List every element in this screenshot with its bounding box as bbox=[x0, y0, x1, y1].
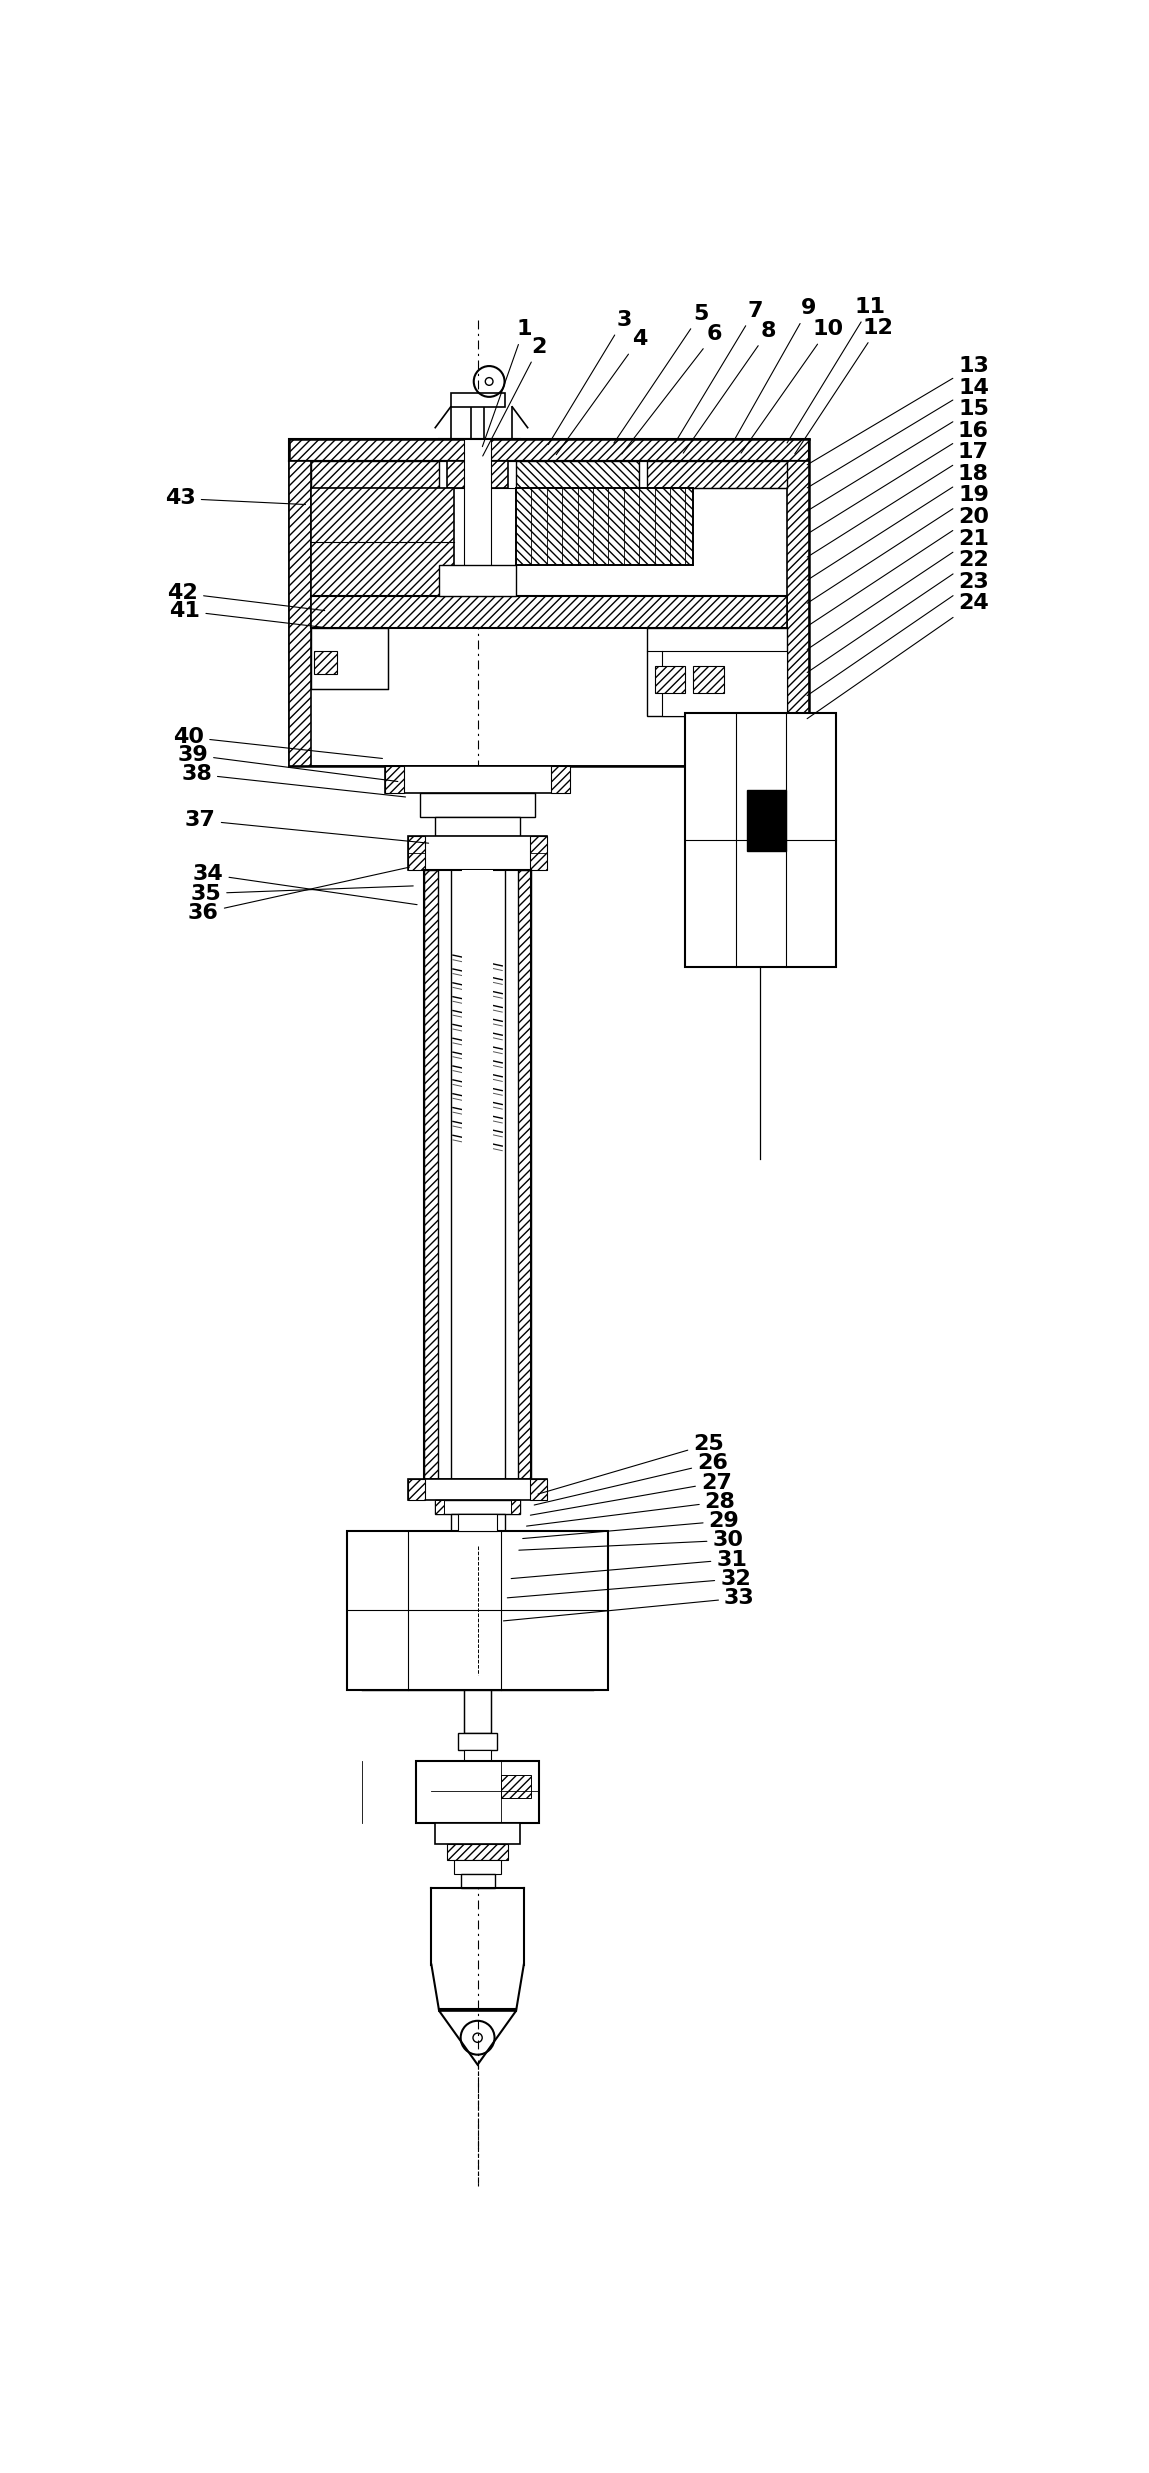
Bar bbox=[516, 487, 693, 564]
Bar bbox=[787, 460, 809, 767]
Bar bbox=[464, 1751, 492, 1761]
Text: 2: 2 bbox=[483, 336, 547, 455]
Bar bbox=[458, 1734, 496, 1751]
Text: 28: 28 bbox=[526, 1491, 735, 1526]
Bar bbox=[435, 1501, 520, 1513]
Text: 29: 29 bbox=[523, 1511, 739, 1538]
Text: 30: 30 bbox=[519, 1531, 743, 1551]
Text: 39: 39 bbox=[177, 744, 398, 781]
Bar bbox=[385, 767, 404, 794]
Bar bbox=[435, 1501, 445, 1513]
Bar bbox=[747, 789, 786, 851]
Text: 34: 34 bbox=[193, 863, 417, 905]
Bar bbox=[385, 767, 570, 794]
Text: 32: 32 bbox=[508, 1568, 751, 1598]
Bar bbox=[347, 1531, 609, 1692]
Text: 1: 1 bbox=[483, 319, 532, 448]
Text: 13: 13 bbox=[808, 356, 989, 465]
Text: 26: 26 bbox=[534, 1454, 728, 1506]
Text: 42: 42 bbox=[168, 584, 325, 611]
Bar bbox=[439, 564, 516, 596]
Bar bbox=[647, 460, 787, 487]
Bar bbox=[416, 1761, 539, 1823]
Text: 10: 10 bbox=[741, 319, 843, 453]
Text: 20: 20 bbox=[807, 507, 989, 626]
Bar bbox=[288, 440, 809, 460]
Bar bbox=[447, 460, 508, 487]
Bar bbox=[408, 1479, 547, 1501]
Bar bbox=[408, 1479, 425, 1501]
Bar bbox=[655, 665, 686, 692]
Bar bbox=[447, 1845, 508, 1860]
Text: 38: 38 bbox=[182, 764, 406, 796]
Bar bbox=[518, 870, 532, 1479]
Text: 23: 23 bbox=[807, 571, 989, 695]
Text: 17: 17 bbox=[808, 443, 989, 556]
Text: 36: 36 bbox=[188, 868, 409, 922]
Text: 5: 5 bbox=[614, 304, 709, 443]
Bar bbox=[310, 596, 787, 628]
Bar bbox=[435, 1823, 520, 1845]
Bar bbox=[310, 487, 455, 596]
Bar bbox=[408, 836, 547, 870]
Bar bbox=[462, 870, 493, 1479]
Text: 40: 40 bbox=[173, 727, 383, 759]
Bar bbox=[464, 440, 492, 594]
Text: 14: 14 bbox=[808, 378, 989, 487]
Text: 8: 8 bbox=[684, 321, 777, 453]
Bar bbox=[501, 1776, 532, 1798]
Bar bbox=[458, 1513, 496, 1531]
Bar bbox=[550, 767, 570, 794]
Bar bbox=[647, 628, 787, 717]
Bar bbox=[455, 1860, 501, 1875]
Text: 7: 7 bbox=[676, 302, 763, 443]
Bar bbox=[464, 1692, 492, 1734]
Bar bbox=[315, 650, 338, 675]
Bar bbox=[450, 393, 504, 408]
Bar bbox=[408, 836, 425, 870]
Text: 16: 16 bbox=[808, 420, 989, 534]
Text: 19: 19 bbox=[808, 485, 989, 603]
Bar bbox=[310, 460, 439, 487]
Bar bbox=[310, 628, 387, 690]
Text: 15: 15 bbox=[808, 398, 989, 512]
Text: 25: 25 bbox=[538, 1434, 724, 1494]
Text: 41: 41 bbox=[170, 601, 325, 628]
Text: 11: 11 bbox=[787, 297, 886, 443]
Text: 9: 9 bbox=[733, 299, 817, 443]
Text: 27: 27 bbox=[531, 1471, 732, 1516]
Text: 21: 21 bbox=[807, 529, 989, 650]
Bar bbox=[438, 1494, 518, 1506]
Text: 12: 12 bbox=[795, 317, 894, 455]
Text: 18: 18 bbox=[808, 465, 989, 581]
Text: 22: 22 bbox=[807, 549, 989, 673]
Bar bbox=[662, 650, 787, 717]
Bar bbox=[686, 712, 835, 967]
Text: 4: 4 bbox=[556, 329, 647, 455]
Bar bbox=[450, 1513, 504, 1531]
Text: 43: 43 bbox=[165, 490, 306, 509]
Text: 33: 33 bbox=[503, 1588, 755, 1620]
Bar bbox=[461, 1875, 494, 1887]
Bar bbox=[288, 460, 310, 767]
Text: 31: 31 bbox=[511, 1551, 747, 1578]
Bar bbox=[419, 794, 535, 816]
Bar bbox=[471, 396, 484, 440]
Text: 3: 3 bbox=[548, 309, 632, 445]
Text: 24: 24 bbox=[807, 594, 989, 720]
Text: 37: 37 bbox=[185, 811, 429, 843]
Text: 35: 35 bbox=[191, 883, 414, 903]
Bar bbox=[510, 1501, 520, 1513]
Bar bbox=[435, 816, 520, 836]
Bar bbox=[424, 1479, 532, 1494]
Bar bbox=[530, 836, 547, 870]
Bar bbox=[693, 665, 724, 692]
Bar bbox=[424, 870, 438, 1479]
Bar bbox=[530, 1479, 547, 1501]
Text: 6: 6 bbox=[622, 324, 723, 455]
Bar bbox=[516, 460, 639, 487]
